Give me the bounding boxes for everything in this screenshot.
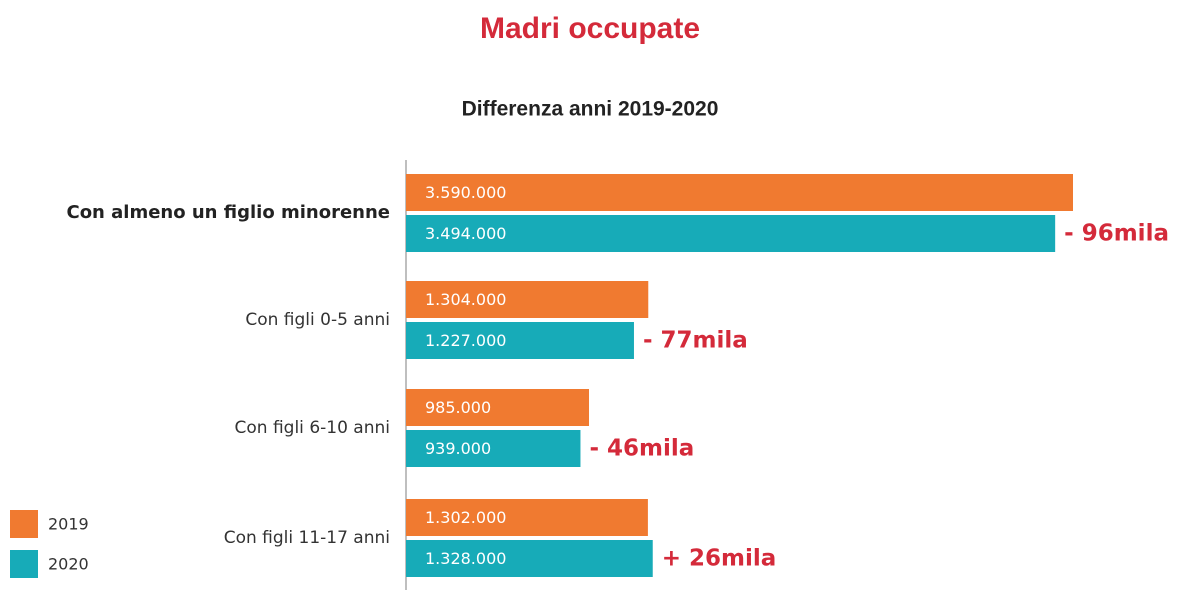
value-label: 1.227.000 [425,331,506,350]
value-label: 3.494.000 [425,224,506,243]
category-label: Con figli 0-5 anni [245,310,390,330]
annotation: - 96mila [1064,221,1169,247]
bar [406,430,581,467]
legend-swatch [10,510,38,538]
legend-swatch [10,550,38,578]
chart-title: Madri occupate [480,12,700,45]
category-label: Con figli 6-10 anni [235,418,390,438]
category-label: Con figli 11-17 anni [224,528,390,548]
bar [406,499,648,536]
category-label: Con almeno un figlio minorenne [66,202,390,223]
value-label: 985.000 [425,398,491,417]
annotation: - 46mila [589,436,694,462]
value-label: 1.304.000 [425,290,506,309]
annotation: + 26mila [662,546,777,572]
bar [406,281,649,318]
bar [406,540,653,577]
value-label: 1.328.000 [425,549,506,568]
value-label: 1.302.000 [425,508,506,527]
legend-label: 2020 [48,555,89,574]
bar [406,174,1073,211]
bar [406,215,1056,252]
legend-label: 2019 [48,515,89,534]
annotation: - 77mila [643,328,748,354]
bar [406,322,634,359]
chart-subtitle: Differenza anni 2019-2020 [462,98,719,121]
value-label: 3.590.000 [425,183,506,202]
bar [406,389,590,426]
value-label: 939.000 [425,439,491,458]
